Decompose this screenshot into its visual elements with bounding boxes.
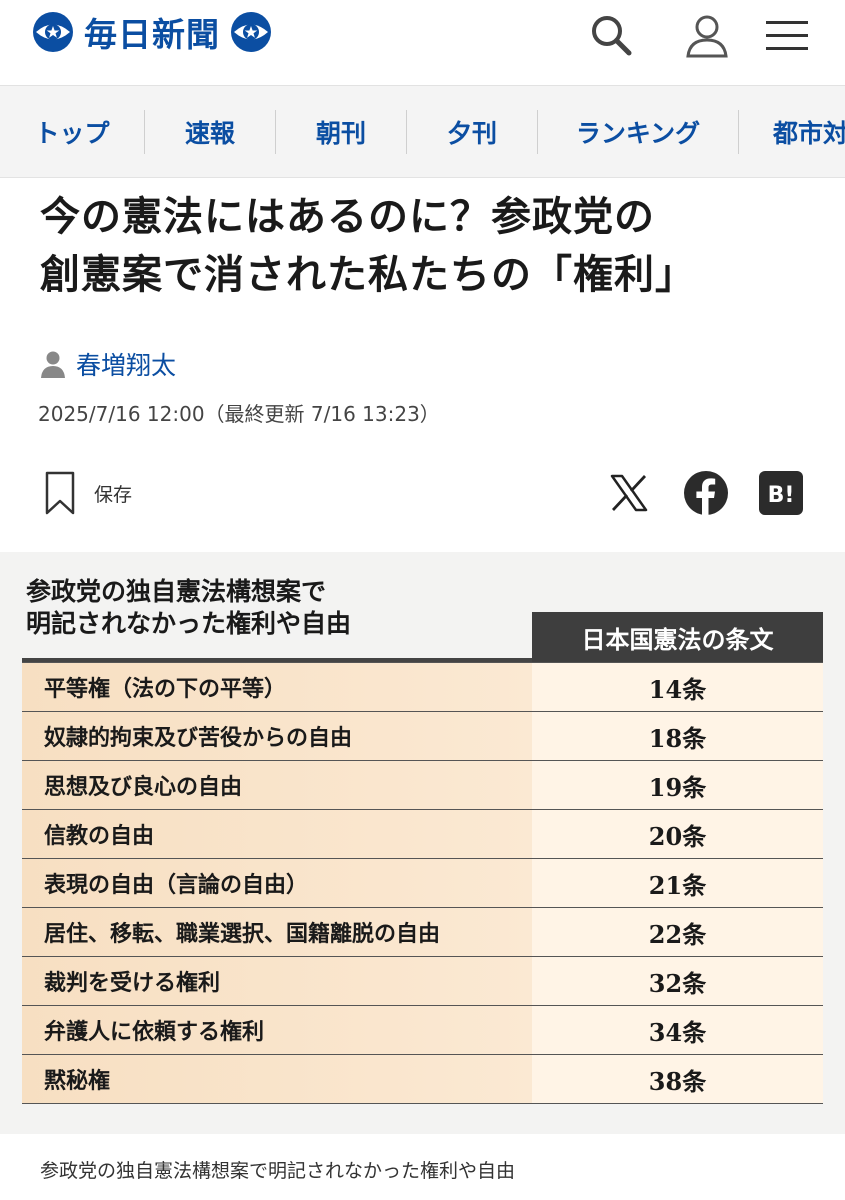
site-header: 毎日新聞 xyxy=(0,0,845,86)
category-nav: トップ 速報 朝刊 夕刊 ランキング 都市対 xyxy=(0,86,845,178)
figure-caption: 参政党の独自憲法構想案で明記されなかった権利や自由 xyxy=(40,1160,516,1182)
table-row: 平等権（法の下の平等） 14条 xyxy=(22,662,823,711)
article-figure: 参政党の独自憲法構想案で 明記されなかった権利や自由 日本国憲法の条文 平等権（… xyxy=(0,552,845,1134)
user-icon xyxy=(686,15,728,58)
nav-item-ranking[interactable]: ランキング xyxy=(575,119,701,148)
right-name: 信教の自由 xyxy=(22,810,532,858)
nav-item-morning[interactable]: 朝刊 xyxy=(315,119,366,148)
account-button[interactable] xyxy=(682,10,732,60)
save-label: 保存 xyxy=(94,483,133,506)
article-number: 34条 xyxy=(532,1006,823,1054)
nav-divider xyxy=(144,110,145,154)
share-x-button[interactable] xyxy=(606,470,652,516)
menu-icon xyxy=(766,21,808,50)
article-number: 32条 xyxy=(532,957,823,1005)
table-row: 弁護人に依頼する権利 34条 xyxy=(22,1005,823,1054)
table-row: 黙秘権 38条 xyxy=(22,1054,823,1104)
publish-date: 2025/7/16 12:00（最終更新 7/16 13:23） xyxy=(38,402,440,426)
figure-heading-line1: 参政党の独自憲法構想案で xyxy=(26,577,327,606)
article-number: 22条 xyxy=(532,908,823,956)
figure-heading-line2: 明記されなかった権利や自由 xyxy=(26,609,352,638)
nav-item-top[interactable]: トップ xyxy=(34,119,110,148)
byline: 春増翔太 xyxy=(40,346,176,382)
logo-text: 毎日新聞 xyxy=(84,15,220,54)
article-number: 14条 xyxy=(532,663,823,711)
table-row: 信教の自由 20条 xyxy=(22,809,823,858)
article-number: 38条 xyxy=(532,1055,823,1103)
table-row: 居住、移転、職業選択、国籍離脱の自由 22条 xyxy=(22,907,823,956)
right-name: 思想及び良心の自由 xyxy=(22,761,532,809)
article-number: 20条 xyxy=(532,810,823,858)
right-name: 弁護人に依頼する権利 xyxy=(22,1006,532,1054)
article-title-line1: 今の憲法にはあるのに？参政党の xyxy=(40,194,655,240)
share-hatena-button[interactable]: B! xyxy=(758,470,804,516)
nav-item-breaking[interactable]: 速報 xyxy=(184,119,235,148)
article-title: 今の憲法にはあるのに？参政党の 創憲案で消された私たちの「権利」 xyxy=(40,188,820,304)
right-name: 平等権（法の下の平等） xyxy=(22,663,532,711)
menu-button[interactable] xyxy=(762,10,812,60)
site-logo[interactable]: 毎日新聞 xyxy=(32,8,272,56)
nav-item-metro[interactable]: 都市対 xyxy=(773,119,845,148)
x-icon xyxy=(610,474,648,512)
person-icon xyxy=(41,351,65,378)
nav-divider xyxy=(275,110,276,154)
nav-item-evening[interactable]: 夕刊 xyxy=(446,119,497,148)
figure-heading: 参政党の独自憲法構想案で 明記されなかった権利や自由 xyxy=(26,576,351,640)
share-facebook-button[interactable] xyxy=(683,470,729,516)
mainichi-emblem-icon xyxy=(231,12,271,52)
article-number: 21条 xyxy=(532,859,823,907)
mainichi-emblem-icon xyxy=(33,12,73,52)
right-name: 裁判を受ける権利 xyxy=(22,957,532,1005)
right-name: 奴隷的拘束及び苦役からの自由 xyxy=(22,712,532,760)
hatena-label: B! xyxy=(768,483,795,508)
search-button[interactable] xyxy=(586,10,636,60)
table-row: 奴隷的拘束及び苦役からの自由 18条 xyxy=(22,711,823,760)
article-title-line2: 創憲案で消された私たちの「権利」 xyxy=(40,252,696,298)
table-row: 裁判を受ける権利 32条 xyxy=(22,956,823,1005)
author-link[interactable]: 春増翔太 xyxy=(76,351,177,380)
nav-divider xyxy=(537,110,538,154)
search-icon xyxy=(592,16,632,56)
table-top-rule xyxy=(22,658,532,662)
right-name: 居住、移転、職業選択、国籍離脱の自由 xyxy=(22,908,532,956)
article-number: 18条 xyxy=(532,712,823,760)
column-header: 日本国憲法の条文 xyxy=(532,612,823,662)
facebook-icon xyxy=(684,471,728,515)
table-row: 思想及び良心の自由 19条 xyxy=(22,760,823,809)
nav-divider xyxy=(738,110,739,154)
hatena-bookmark-icon: B! xyxy=(759,471,803,515)
save-button[interactable]: 保存 xyxy=(44,470,132,516)
right-name: 表現の自由（言論の自由） xyxy=(22,859,532,907)
right-name: 黙秘権 xyxy=(22,1055,532,1103)
table-row: 表現の自由（言論の自由） 21条 xyxy=(22,858,823,907)
nav-divider xyxy=(406,110,407,154)
article-number: 19条 xyxy=(532,761,823,809)
bookmark-icon xyxy=(45,471,75,515)
